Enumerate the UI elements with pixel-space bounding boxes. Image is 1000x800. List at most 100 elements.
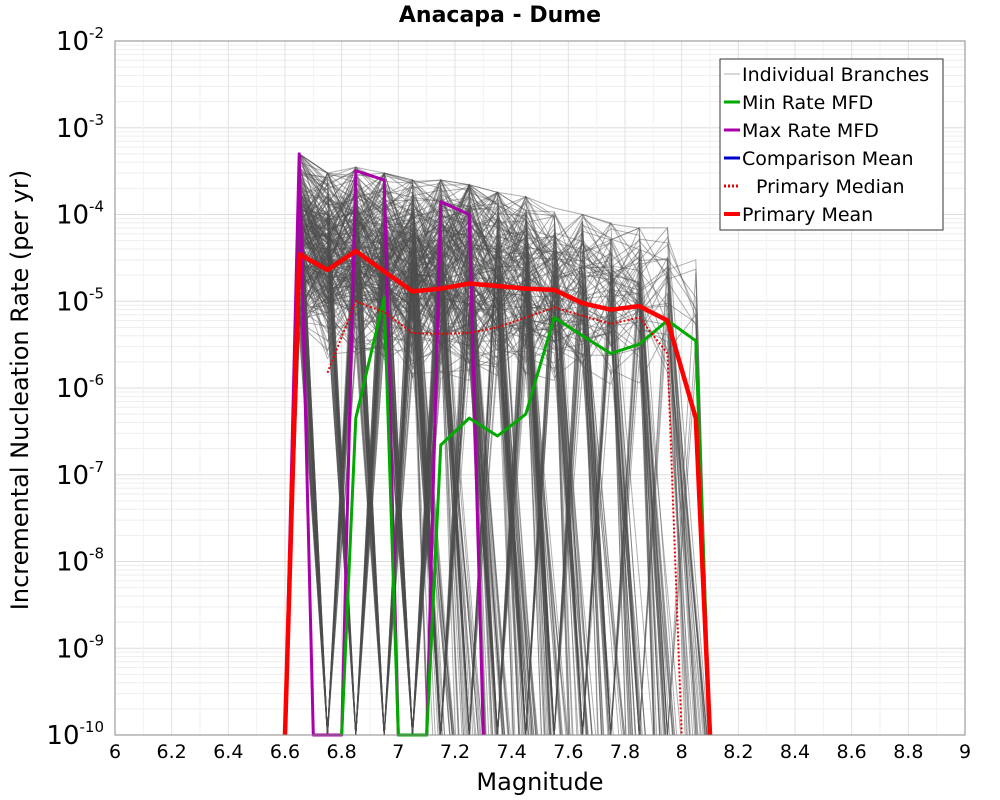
branch-line bbox=[284, 171, 711, 736]
branch-line bbox=[284, 311, 571, 736]
branch-line bbox=[284, 271, 499, 736]
y-tick-label: 10-4 bbox=[56, 198, 104, 231]
branch-line bbox=[284, 193, 706, 736]
branch-line bbox=[284, 233, 459, 736]
y-tick-label: 10-2 bbox=[56, 24, 104, 57]
branch-line bbox=[284, 255, 569, 736]
branch-line bbox=[284, 212, 588, 736]
branch-line bbox=[284, 172, 550, 736]
branch-line bbox=[284, 152, 674, 736]
branch-line bbox=[284, 218, 646, 736]
branch-line bbox=[284, 181, 629, 736]
branch-line bbox=[284, 191, 687, 736]
series-line-max-rate-mfd bbox=[283, 152, 485, 737]
branch-line bbox=[284, 216, 526, 736]
branch-line bbox=[284, 198, 514, 736]
branch-line bbox=[284, 221, 531, 736]
branch-line bbox=[284, 259, 673, 736]
branch-line bbox=[284, 206, 668, 736]
legend-label: Min Rate MFD bbox=[742, 92, 873, 114]
branch-line bbox=[284, 227, 583, 736]
branch-line bbox=[284, 193, 686, 736]
branch-line bbox=[284, 200, 655, 736]
branch-line bbox=[284, 240, 469, 736]
x-tick-label: 8 bbox=[676, 741, 688, 763]
branch-line bbox=[284, 196, 520, 736]
branch-line bbox=[284, 166, 593, 736]
branch-line bbox=[284, 223, 630, 736]
branch-line bbox=[284, 228, 582, 736]
y-tick-label: 10-7 bbox=[56, 458, 104, 491]
plot-frame bbox=[114, 40, 966, 736]
branch-line bbox=[284, 290, 660, 736]
branch-line bbox=[284, 221, 542, 736]
branch-line bbox=[284, 197, 551, 736]
branch-line bbox=[284, 172, 551, 736]
branch-line bbox=[284, 193, 664, 736]
branch-line bbox=[284, 166, 688, 736]
branch-line bbox=[284, 227, 522, 736]
branch-line bbox=[284, 267, 691, 736]
branch-line bbox=[284, 216, 537, 736]
branch-line bbox=[284, 227, 429, 736]
branch-line bbox=[284, 275, 538, 736]
branch-line bbox=[284, 172, 569, 736]
branch-line bbox=[284, 204, 525, 736]
branch-line bbox=[284, 153, 587, 736]
branch-line bbox=[284, 253, 571, 736]
branch-line bbox=[284, 191, 654, 736]
branch-line bbox=[284, 230, 576, 736]
branch-line bbox=[284, 205, 529, 736]
branch-line bbox=[284, 259, 667, 736]
branch-line bbox=[284, 159, 711, 736]
branch-line bbox=[284, 199, 682, 736]
branch-line bbox=[284, 152, 555, 736]
branch-line bbox=[284, 231, 533, 736]
branch-line bbox=[284, 250, 467, 736]
x-tick-label: 8.4 bbox=[780, 741, 810, 763]
branch-line bbox=[284, 173, 697, 736]
branch-line bbox=[284, 214, 696, 736]
branch-line bbox=[284, 233, 570, 736]
branch-line bbox=[284, 272, 619, 736]
legend-label: Individual Branches bbox=[742, 64, 929, 86]
branch-line bbox=[284, 189, 630, 736]
branch-line bbox=[284, 174, 588, 736]
branch-line bbox=[284, 209, 521, 736]
y-tick-label: 10-3 bbox=[56, 111, 104, 144]
branch-line bbox=[284, 169, 708, 736]
branch-line bbox=[284, 171, 479, 736]
y-tick-label: 10-6 bbox=[56, 371, 104, 404]
y-tick-label: 10-10 bbox=[46, 718, 104, 751]
branch-line bbox=[284, 220, 674, 736]
branch-line bbox=[284, 224, 554, 736]
branch-line bbox=[284, 223, 504, 736]
branch-line bbox=[284, 175, 636, 736]
branch-line bbox=[284, 258, 497, 736]
branch-line bbox=[284, 227, 548, 736]
branch-line bbox=[284, 272, 702, 736]
branch-line bbox=[284, 206, 631, 736]
branch-line bbox=[284, 211, 563, 736]
branch-line bbox=[284, 189, 588, 736]
branch-line bbox=[284, 241, 660, 736]
series-line-min-rate-mfd bbox=[340, 296, 712, 737]
branch-line bbox=[284, 152, 710, 736]
branch-line bbox=[284, 187, 673, 736]
branch-line bbox=[284, 232, 503, 736]
branch-line bbox=[284, 247, 708, 736]
x-tick-label: 7.6 bbox=[553, 741, 583, 763]
branch-line bbox=[284, 256, 637, 736]
branch-line bbox=[284, 270, 486, 736]
branch-line bbox=[284, 176, 529, 736]
y-tick-label: 10-8 bbox=[56, 545, 104, 578]
branch-line bbox=[284, 240, 706, 736]
branch-line bbox=[284, 207, 579, 736]
branch-line bbox=[284, 178, 537, 736]
branch-line bbox=[284, 200, 464, 736]
branch-line bbox=[284, 262, 605, 736]
branch-line bbox=[284, 171, 546, 736]
branch-line bbox=[284, 214, 539, 736]
branch-line bbox=[284, 241, 487, 736]
branch-line bbox=[284, 193, 511, 736]
